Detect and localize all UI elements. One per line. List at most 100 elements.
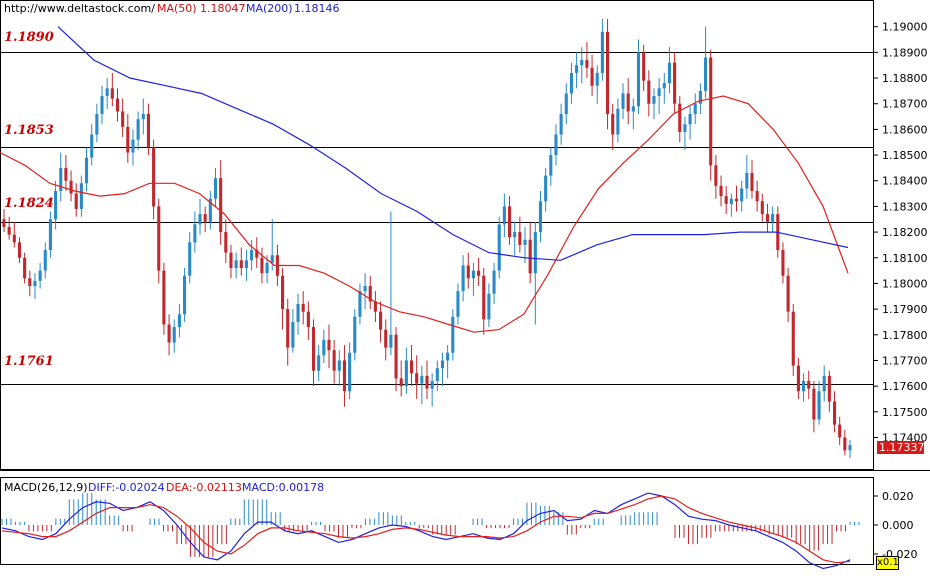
candle-body (373, 301, 377, 312)
candle-body (626, 93, 630, 112)
candle-body (802, 380, 806, 392)
candle-body (740, 188, 744, 202)
candle-body (146, 113, 150, 148)
candle-body (203, 214, 207, 222)
candle-body (79, 183, 83, 209)
macd-title: MACD(26,12,9) (4, 481, 88, 494)
candle-body (332, 350, 336, 371)
candle-body (693, 103, 697, 114)
candle-body (822, 375, 826, 392)
candle-body (229, 252, 233, 269)
candle-body (141, 113, 145, 120)
candle-body (466, 265, 470, 279)
candles (2, 19, 852, 458)
candle-body (425, 375, 429, 389)
candle-body (208, 198, 212, 222)
candle-body (33, 280, 37, 286)
candle-body (296, 303, 300, 322)
candle-body (136, 119, 140, 140)
candle-body (301, 303, 305, 312)
candle-body (791, 311, 795, 366)
candle-body (533, 232, 537, 274)
candle-body (451, 316, 455, 353)
source-url[interactable]: http://www.deltastock.com/ (4, 2, 155, 15)
zoom-badge[interactable]: x0.1 (876, 556, 899, 570)
candle-body (239, 260, 243, 269)
candle-body (497, 224, 501, 271)
candle-body (193, 224, 197, 243)
price-tick-label: 1.17800 (882, 329, 928, 342)
candle-body (461, 265, 465, 292)
price-tick-label: 1.18400 (882, 175, 928, 188)
candle-body (43, 250, 47, 271)
candle-body (642, 52, 646, 81)
candle-body (38, 270, 42, 281)
candle-body (647, 80, 651, 104)
candle-body (69, 180, 73, 194)
price-tick-label: 1.17700 (882, 354, 928, 367)
macd-diff-line (1, 492, 851, 570)
candle-body (270, 255, 274, 263)
candle-body (698, 90, 702, 104)
candle-body (172, 327, 176, 343)
candle-body (492, 270, 496, 294)
candle-body (198, 214, 202, 225)
candle-body (291, 321, 295, 348)
candle-body (126, 126, 130, 153)
candle-body (796, 365, 800, 392)
candle-body (152, 147, 156, 207)
level-lines (0, 52, 874, 385)
candle-body (667, 62, 671, 84)
candle-body (260, 257, 264, 274)
candle-body (477, 270, 481, 276)
candle-body (549, 155, 553, 176)
candle-body (100, 96, 104, 114)
candle-body (446, 352, 450, 361)
candle-body (544, 175, 548, 202)
candle-body (2, 219, 6, 227)
candle-body (507, 206, 512, 238)
candle-body (317, 355, 321, 371)
candle-body (590, 67, 594, 86)
candle-body (415, 373, 419, 384)
candle-body (611, 113, 615, 135)
candle-body (606, 31, 610, 114)
ma50-label: MA(50) (157, 2, 197, 15)
price-tick-label: 1.18300 (882, 200, 928, 213)
candle-body (734, 198, 739, 202)
candle-body (600, 31, 604, 73)
candle-body (48, 219, 52, 251)
price-tick-label: 1.18500 (882, 149, 928, 162)
price-tick-label: 1.18600 (882, 123, 928, 136)
candle-body (177, 314, 181, 328)
candle-body (719, 185, 723, 197)
candle-body (348, 352, 352, 392)
level-label-2: 1.1853 (4, 123, 54, 138)
candle-body (657, 88, 661, 97)
candle-body (709, 57, 713, 166)
price-tick-label: 1.19000 (882, 21, 928, 34)
candle-body (286, 309, 290, 348)
price-axis: 1.19000 1.18900 1.18800 1.18700 1.18600 1.185… (874, 21, 928, 444)
candle-body (342, 360, 347, 392)
candle-body (54, 191, 58, 220)
candle-body (311, 327, 316, 371)
candle-body (306, 311, 310, 328)
macd-dea-line (1, 495, 851, 564)
candle-body (827, 375, 831, 402)
candle-body (704, 57, 708, 91)
price-tick-label: 1.17600 (882, 380, 928, 393)
candle-body (162, 270, 166, 325)
candle-body (394, 334, 398, 379)
candle-body (673, 62, 677, 104)
candle-body (760, 201, 764, 215)
price-tick-label: 1.18100 (882, 252, 928, 265)
candle-body (358, 291, 362, 317)
candle-body (683, 124, 687, 132)
candle-body (234, 260, 238, 269)
candle-body (64, 167, 68, 181)
candle-body (523, 239, 527, 245)
candle-body (121, 111, 125, 127)
candle-body (652, 96, 656, 104)
